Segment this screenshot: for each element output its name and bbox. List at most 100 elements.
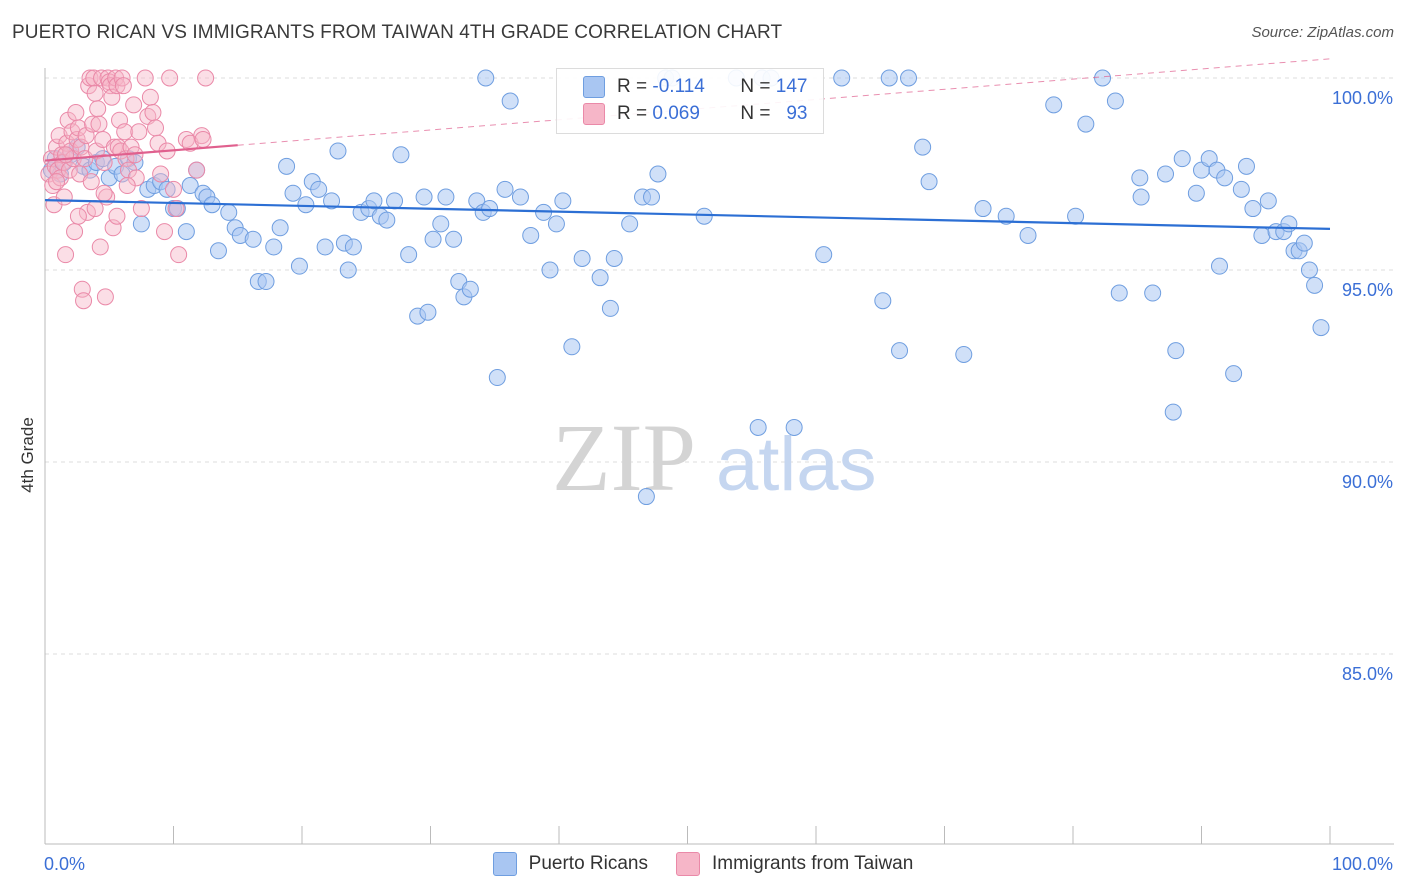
point-taiwan [122, 138, 140, 156]
point-puerto-ricans [1077, 115, 1095, 133]
point-taiwan [165, 180, 182, 198]
point-puerto-ricans [955, 345, 973, 363]
point-puerto-ricans [1306, 276, 1324, 294]
legend-r-label: R = [617, 76, 648, 97]
point-puerto-ricans [522, 226, 540, 244]
watermark-zip: ZIP [552, 404, 696, 511]
legend-n-value: 147 [775, 76, 808, 97]
point-puerto-ricans [1173, 150, 1191, 168]
x-tick-label-left: 0.0% [44, 854, 85, 874]
legend-row-puerto-ricans: R = -0.114 N = 147 [583, 75, 807, 99]
point-taiwan [89, 100, 107, 118]
point-taiwan [57, 246, 75, 264]
point-puerto-ricans [974, 200, 992, 218]
point-taiwan [90, 115, 108, 133]
point-puerto-ricans [158, 180, 176, 198]
point-puerto-ricans [339, 261, 357, 279]
point-taiwan [48, 173, 66, 191]
point-puerto-ricans [1225, 365, 1243, 383]
point-puerto-ricans [815, 246, 833, 264]
point-puerto-ricans [541, 261, 559, 279]
point-puerto-ricans [284, 184, 302, 202]
point-puerto-ricans [833, 69, 851, 87]
point-taiwan [147, 119, 165, 137]
point-puerto-ricans [209, 242, 227, 260]
point-puerto-ricans [257, 273, 275, 291]
legend-r-value: -0.114 [652, 76, 705, 97]
point-puerto-ricans [386, 192, 404, 210]
point-puerto-ricans [1312, 319, 1330, 337]
point-puerto-ricans [1295, 234, 1313, 252]
point-puerto-ricans [220, 203, 238, 221]
point-taiwan [95, 184, 113, 202]
point-puerto-ricans [419, 303, 437, 321]
point-taiwan [55, 188, 73, 206]
trendline-puerto-ricans [44, 199, 1331, 231]
point-puerto-ricans [785, 418, 803, 436]
trendline-taiwan [44, 144, 238, 162]
point-taiwan [75, 292, 93, 310]
point-puerto-ricans [1232, 180, 1250, 198]
point-puerto-ricans [496, 180, 514, 198]
point-taiwan [69, 207, 87, 225]
point-taiwan [161, 69, 179, 87]
point-puerto-ricans [900, 69, 918, 87]
series-swatch-blue [492, 852, 517, 876]
point-taiwan [188, 161, 206, 179]
y-tick-label: 100.0% [1332, 88, 1393, 108]
point-puerto-ricans [1132, 188, 1150, 206]
point-puerto-ricans [181, 177, 199, 195]
point-puerto-ricans [997, 207, 1015, 225]
point-taiwan [118, 177, 136, 195]
legend-r-label: R = [617, 103, 648, 124]
point-taiwan [136, 69, 154, 87]
point-puerto-ricans [392, 146, 410, 164]
point-taiwan [141, 88, 159, 106]
point-puerto-ricans [1300, 261, 1318, 279]
point-puerto-ricans [563, 338, 581, 356]
point-puerto-ricans [547, 215, 565, 233]
point-puerto-ricans [297, 196, 315, 214]
point-puerto-ricans [643, 188, 661, 206]
point-puerto-ricans [1244, 200, 1262, 218]
point-puerto-ricans [914, 138, 932, 156]
point-taiwan [67, 104, 85, 122]
point-puerto-ricans [177, 223, 195, 241]
point-taiwan [108, 207, 126, 225]
point-puerto-ricans [461, 280, 479, 298]
point-taiwan [96, 288, 114, 306]
correlation-legend: R = -0.114 N = 147 R = 0.069 N = 93 [556, 68, 824, 134]
watermark: ZIP atlas [552, 404, 877, 511]
series-legend-puerto-ricans[interactable]: Puerto Ricans [492, 852, 648, 876]
point-taiwan [86, 84, 104, 102]
point-puerto-ricans [344, 238, 362, 256]
point-puerto-ricans [1167, 342, 1185, 360]
series-legend-label: Puerto Ricans [528, 853, 648, 874]
point-taiwan [91, 238, 109, 256]
point-taiwan [116, 123, 134, 141]
point-taiwan [66, 223, 84, 241]
point-puerto-ricans [323, 192, 341, 210]
point-puerto-ricans [329, 142, 347, 160]
point-taiwan [194, 130, 212, 148]
y-axis-label: 4th Grade [18, 417, 37, 493]
point-taiwan [84, 115, 102, 133]
point-taiwan [81, 69, 99, 87]
x-tick-label-right: 100.0% [1332, 854, 1393, 874]
point-taiwan [125, 96, 143, 114]
y-tick-label: 85.0% [1342, 664, 1393, 684]
point-puerto-ricans [1019, 226, 1037, 244]
legend-row-taiwan: R = 0.069 N = 93 [583, 102, 807, 126]
point-puerto-ricans [415, 188, 433, 206]
point-puerto-ricans [310, 180, 328, 198]
point-puerto-ricans [265, 238, 283, 256]
point-taiwan [156, 223, 174, 241]
point-puerto-ricans [1259, 192, 1277, 210]
point-puerto-ricans [424, 230, 442, 248]
point-puerto-ricans [132, 215, 150, 233]
point-taiwan [170, 246, 188, 264]
point-taiwan [130, 123, 148, 141]
series-legend-taiwan[interactable]: Immigrants from Taiwan [676, 852, 913, 876]
point-taiwan [114, 77, 132, 95]
